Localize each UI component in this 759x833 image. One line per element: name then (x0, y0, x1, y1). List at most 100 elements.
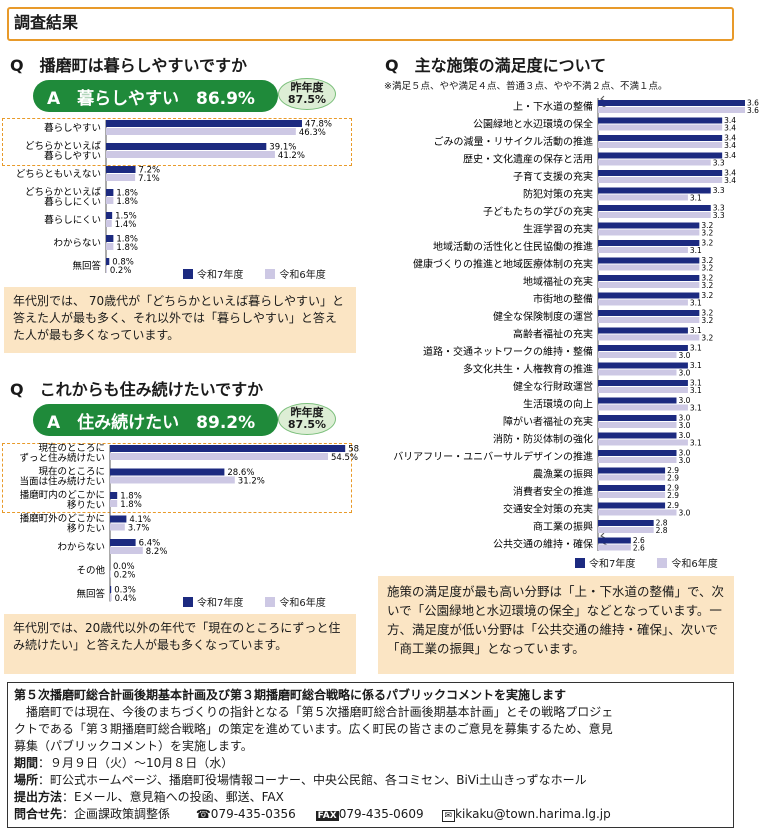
value-label-previous: 3.2 (701, 316, 713, 325)
value-label-current: 4.1% (129, 515, 151, 525)
category-label: どちらかといえば (25, 141, 102, 152)
bar-current (598, 310, 700, 316)
legend-previous-label: 令和6年度 (279, 598, 326, 609)
category-label: 播磨町外のどこかに (20, 513, 105, 525)
email-address[interactable]: kikaku@town.harima.lg.jp (455, 807, 611, 821)
bar-current (106, 120, 302, 127)
legend-swatch-previous (265, 268, 276, 279)
value-label-previous: 54.5% (331, 453, 358, 463)
value-label-previous: 2.8 (656, 526, 668, 535)
public-comment-body-2: クトである「第３期播磨町総合戦略」の策定を進めています。広く町民の皆さまのご意見… (14, 722, 613, 736)
bar-current (106, 189, 114, 196)
legend-swatch-previous (265, 596, 276, 607)
bar-previous (598, 317, 700, 323)
bar-current (110, 492, 118, 499)
legend-current-label: 令和7年度 (197, 270, 244, 281)
bar-current (106, 235, 114, 242)
value-label-previous: 3.4 (724, 141, 736, 150)
value-label-previous: 8.2% (146, 547, 168, 557)
value-label-current: 7.2% (139, 166, 161, 176)
bar-previous (598, 492, 666, 498)
value-label-current: 2.9 (667, 501, 679, 510)
q1-prev-label: 昨年度 (290, 81, 324, 94)
value-label-previous: 1.4% (115, 220, 137, 230)
category-label: 地域活動の活性化と住民協働の推進 (433, 240, 593, 253)
value-label-previous: 2.9 (667, 491, 679, 500)
q2-note: 年代別では、20歳代以外の年代で「現在のところにずっと住み続けたい」と答えた人が… (4, 614, 356, 674)
value-label-previous: 3.0 (679, 369, 691, 378)
bar-previous (598, 544, 631, 551)
bar-current (106, 212, 113, 219)
value-label-previous: 3.1 (690, 404, 702, 413)
bar-previous (106, 243, 114, 250)
value-label-current: 1.8% (120, 492, 142, 502)
value-label-current: 3.1 (690, 344, 702, 353)
bar-current (598, 100, 745, 106)
bar-current (598, 240, 700, 246)
value-label-current: 58.8% (348, 445, 360, 455)
category-label: 暮らしやすい (44, 150, 101, 162)
category-label: 移りたい (67, 523, 105, 535)
bar-current (598, 222, 700, 229)
bar-previous (598, 159, 711, 166)
period-label: 期間 (14, 756, 39, 770)
legend-swatch-current (183, 596, 193, 607)
category-label: 生涯学習の充実 (523, 223, 593, 236)
q1-prev-badge: 昨年度 87.5% (278, 78, 336, 110)
value-label-current: 3.1 (690, 379, 702, 388)
value-label-current: 3.1 (690, 326, 702, 335)
value-label-previous: 2.6 (633, 544, 645, 553)
value-label-current: 2.6 (633, 536, 645, 545)
value-label-current: 3.1 (690, 361, 702, 370)
page-title: 調査結果 (14, 13, 79, 32)
q2-question: Q これからも住み続けたいですか (10, 380, 264, 399)
value-label-current: 2.9 (667, 484, 679, 493)
value-label-previous: 3.3 (713, 159, 725, 168)
category-label: わからない (53, 238, 101, 249)
value-label-current: 3.3 (713, 186, 725, 195)
value-label-previous: 1.8% (120, 500, 142, 510)
q1-prev-value: 87.5% (287, 93, 327, 106)
tel-number: ☎079-435-0356 (195, 807, 296, 821)
bar-current (598, 467, 666, 474)
bar-previous (106, 128, 296, 135)
value-label-current: 3.2 (701, 239, 713, 248)
value-label-current: 28.6% (227, 468, 254, 478)
value-label-previous: 3.2 (701, 264, 713, 273)
value-label-previous: 3.4 (724, 176, 736, 185)
bar-previous (106, 266, 107, 273)
value-label-previous: 3.0 (679, 509, 691, 518)
public-comment-body-1: 播磨町では現在、今後のまちづくりの指針となる「第５次播磨町総合計画後期基本計画」… (26, 705, 614, 719)
bar-current (598, 327, 688, 334)
bar-current (598, 292, 700, 299)
q1-note: 年代別では、 70歳代が「どちらかといえば暮らしやすい」と答えた人が最も多く、そ… (4, 287, 356, 353)
value-label-previous: 46.3% (299, 128, 326, 138)
category-label: 健全な保険制度の運営 (493, 310, 593, 323)
value-label-current: 3.2 (701, 274, 713, 283)
period-value: ：９月９日（火）～10月８日（水） (38, 756, 234, 770)
category-label: 防犯対策の充実 (523, 188, 593, 201)
bar-current (598, 257, 700, 264)
bar-previous (598, 369, 677, 376)
bar-current (598, 187, 711, 194)
value-label-current: 1.8% (116, 235, 138, 245)
category-label: ごみの減量・リサイクル活動の推進 (434, 135, 594, 148)
q1-highlight-box (2, 118, 352, 166)
value-label-previous: 3.4 (724, 124, 736, 133)
bar-previous (598, 474, 666, 481)
category-label: 農漁業の振興 (533, 468, 593, 481)
category-label: 消費者安全の推進 (513, 485, 593, 498)
bar-current (598, 170, 723, 176)
legend-current-label: 令和7年度 (197, 598, 244, 609)
value-label-current: 3.0 (679, 414, 691, 423)
bar-previous (598, 264, 700, 271)
category-label: その他 (76, 565, 105, 577)
category-label: 現在のところに (38, 442, 105, 454)
bar-current (598, 415, 677, 421)
value-label-previous: 3.1 (690, 299, 702, 308)
bar-previous (598, 107, 745, 113)
category-label: ずっと住み続けたい (19, 452, 105, 464)
bar-previous (598, 509, 677, 516)
q1-answer-pill: A 暮らしやすい 86.9% (33, 80, 278, 112)
